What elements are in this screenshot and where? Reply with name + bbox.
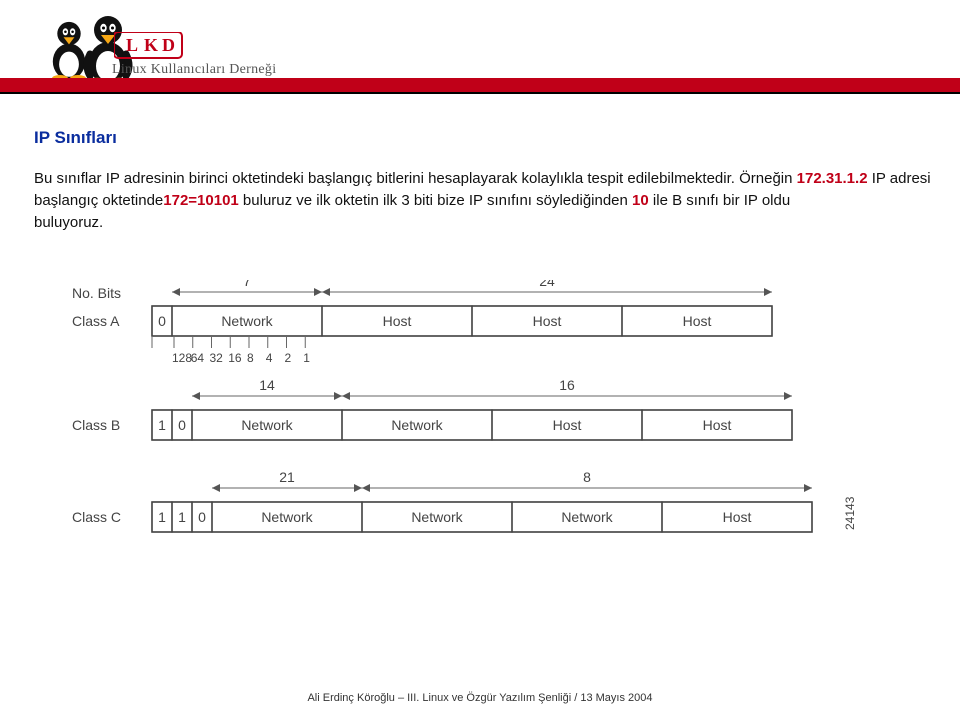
- svg-text:2: 2: [285, 351, 292, 365]
- footer-text: Ali Erdinç Köroğlu – III. Linux ve Özgür…: [0, 692, 960, 704]
- svg-text:8: 8: [583, 469, 591, 485]
- svg-text:1: 1: [158, 509, 166, 525]
- svg-text:0: 0: [198, 509, 206, 525]
- svg-text:Network: Network: [561, 509, 613, 525]
- lkd-letter-l: L: [126, 35, 138, 55]
- lkd-logo-box: L K D: [114, 32, 184, 65]
- svg-text:1: 1: [178, 509, 186, 525]
- body-paragraph: Bu sınıflar IP adresinin birinci oktetin…: [34, 168, 960, 234]
- svg-text:7: 7: [243, 280, 251, 289]
- svg-text:1: 1: [158, 417, 166, 433]
- svg-text:21: 21: [279, 469, 295, 485]
- svg-text:1: 1: [303, 351, 310, 365]
- svg-text:No. Bits: No. Bits: [72, 285, 121, 301]
- svg-text:0: 0: [178, 417, 186, 433]
- svg-text:Class A: Class A: [72, 313, 120, 329]
- svg-text:0: 0: [158, 313, 166, 329]
- svg-text:32: 32: [210, 351, 224, 365]
- svg-text:Host: Host: [553, 417, 582, 433]
- svg-text:Host: Host: [723, 509, 752, 525]
- svg-text:Host: Host: [383, 313, 412, 329]
- svg-text:Network: Network: [411, 509, 463, 525]
- svg-text:8: 8: [247, 351, 254, 365]
- svg-text:24143: 24143: [843, 496, 857, 530]
- header-red-bar: [0, 78, 960, 92]
- page-title: IP Sınıfları: [34, 128, 960, 148]
- svg-text:Class C: Class C: [72, 509, 121, 525]
- svg-text:4: 4: [266, 351, 273, 365]
- svg-text:24: 24: [539, 280, 555, 289]
- svg-text:Host: Host: [683, 313, 712, 329]
- content-area: IP Sınıfları Bu sınıflar IP adresinin bi…: [34, 128, 960, 234]
- svg-text:128: 128: [172, 351, 192, 365]
- svg-text:Host: Host: [703, 417, 732, 433]
- lkd-letter-k: K: [144, 35, 158, 55]
- svg-text:Network: Network: [261, 509, 313, 525]
- svg-text:64: 64: [191, 351, 205, 365]
- ip-class-diagram: No. Bits724Class A0NetworkHostHostHost12…: [72, 280, 862, 665]
- svg-text:16: 16: [559, 377, 575, 393]
- header-underline: [0, 92, 960, 94]
- lkd-letter-d: D: [162, 35, 175, 55]
- svg-text:Class B: Class B: [72, 417, 120, 433]
- svg-text:16: 16: [228, 351, 242, 365]
- svg-text:Network: Network: [221, 313, 273, 329]
- org-name: Linux Kullanıcıları Derneği: [112, 62, 276, 78]
- svg-text:14: 14: [259, 377, 275, 393]
- svg-text:Network: Network: [391, 417, 443, 433]
- header: L K D Linux Kullanıcıları Derneği: [0, 0, 960, 95]
- svg-text:Host: Host: [533, 313, 562, 329]
- svg-text:Network: Network: [241, 417, 293, 433]
